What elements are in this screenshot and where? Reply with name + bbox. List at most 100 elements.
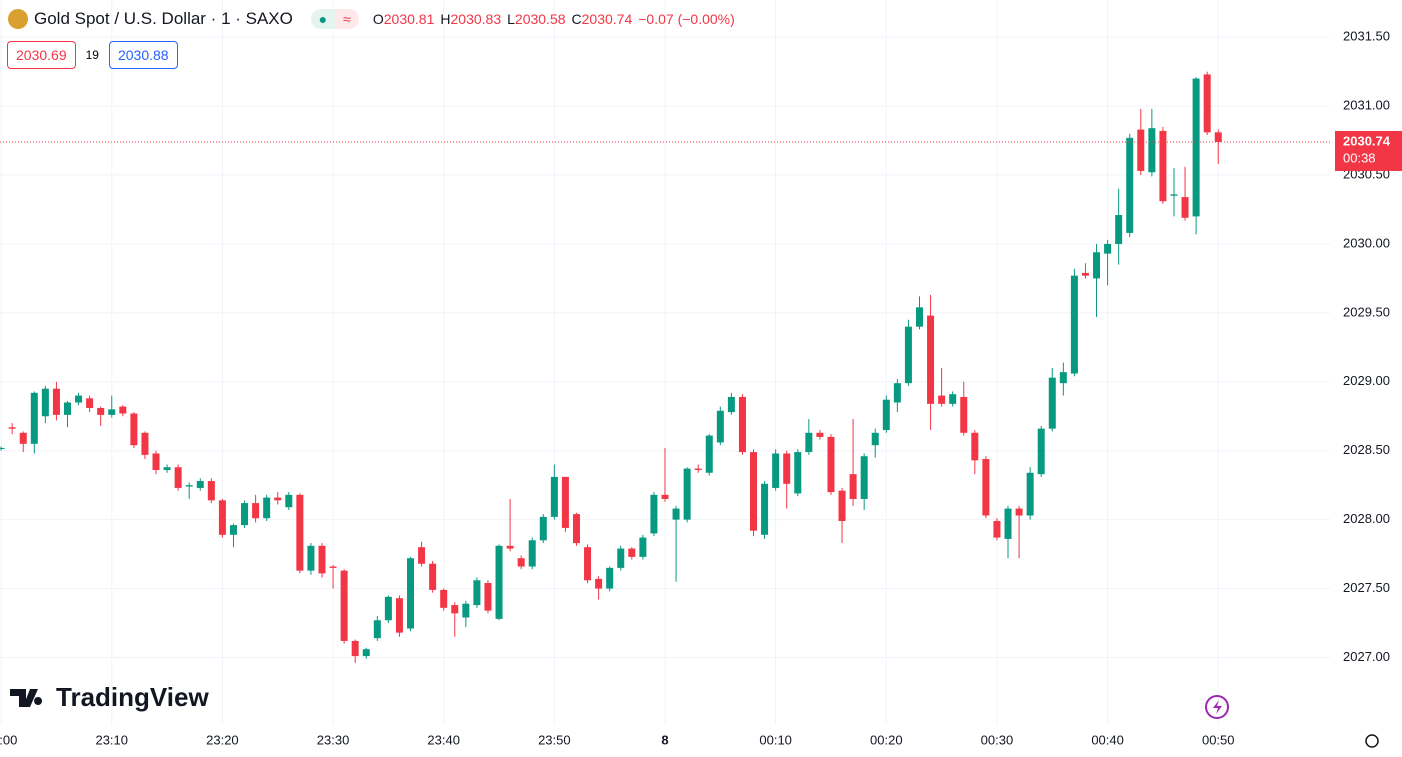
candle-body bbox=[738, 396, 746, 453]
ohlc-key: O bbox=[372, 11, 384, 27]
candle-body bbox=[63, 402, 71, 415]
symbol[interactable]: Gold Spot / U.S. Dollar · 1 · SAXO bbox=[34, 9, 293, 28]
candle-body bbox=[705, 435, 713, 473]
candle-body bbox=[141, 432, 149, 455]
candle-body bbox=[152, 453, 160, 471]
candle-body bbox=[1170, 194, 1178, 196]
candle-body bbox=[528, 540, 536, 567]
candle-body bbox=[1026, 472, 1034, 516]
candle-body bbox=[639, 537, 647, 557]
candle-body bbox=[473, 580, 481, 606]
candle-body bbox=[816, 432, 824, 437]
alert-bolt bbox=[1213, 700, 1222, 714]
status[interactable]: ● ≈ bbox=[310, 9, 359, 29]
candle-body bbox=[584, 547, 592, 581]
candle-body bbox=[274, 497, 282, 501]
candle-body bbox=[761, 483, 769, 535]
candle-body bbox=[241, 503, 249, 526]
candle-body bbox=[595, 578, 603, 589]
bid[interactable]: 2030.69 bbox=[7, 41, 76, 69]
candle-body bbox=[927, 315, 935, 404]
candle-body bbox=[86, 398, 94, 408]
candle-body bbox=[805, 432, 813, 453]
candle-body bbox=[650, 494, 658, 534]
candle-body bbox=[694, 468, 702, 471]
y-tick-label: 2031.50 bbox=[1343, 29, 1390, 44]
candle-body bbox=[949, 394, 957, 404]
candle-body bbox=[119, 406, 127, 414]
ask[interactable]: 2030.88 bbox=[108, 41, 178, 69]
candle-body bbox=[1093, 252, 1101, 279]
ohlc: O2030.81 H2030.83 L2030.58 C2030.74 −0.07 (−… bbox=[367, 11, 735, 27]
candle-body bbox=[1159, 130, 1167, 202]
candle-body bbox=[517, 558, 525, 567]
candle-body bbox=[196, 481, 204, 488]
candle-body bbox=[75, 395, 83, 403]
candle-body bbox=[218, 500, 226, 535]
candle-body bbox=[30, 392, 38, 444]
countdown: 00:38 bbox=[1343, 150, 1376, 165]
candle-body bbox=[440, 589, 448, 608]
legend: Gold Spot / U.S. Dollar · 1 · SAXO ● ≈ O2… bbox=[8, 9, 735, 29]
y-tick-label: 2028.50 bbox=[1343, 442, 1390, 457]
candle-body bbox=[1181, 197, 1189, 218]
candle-body bbox=[252, 503, 260, 519]
candle-body bbox=[185, 485, 193, 487]
candle-body bbox=[318, 545, 326, 574]
x-tick-label: 00:50 bbox=[1202, 732, 1235, 747]
symbol-icon bbox=[8, 9, 28, 29]
ohlc-key: H bbox=[440, 11, 451, 27]
candle-body bbox=[373, 620, 381, 639]
change: −0.07 (−0.00%) bbox=[638, 11, 735, 27]
logo bbox=[10, 688, 43, 707]
candle-body bbox=[307, 545, 315, 571]
y-tick-label: 2029.50 bbox=[1343, 304, 1390, 319]
candle-body bbox=[672, 508, 680, 520]
x-tick-label: 8 bbox=[661, 732, 668, 747]
settings-icon[interactable] bbox=[1365, 734, 1379, 748]
candle-body bbox=[429, 563, 437, 590]
candle-body bbox=[827, 436, 835, 493]
x-tick-label: 23:00 bbox=[0, 732, 17, 747]
y-tick-label: 2027.50 bbox=[1343, 580, 1390, 595]
price-label: 2030.74 bbox=[1343, 133, 1391, 148]
watermark: TradingView bbox=[10, 682, 209, 713]
candle-body bbox=[750, 452, 758, 531]
candle-body bbox=[561, 476, 569, 528]
alert-icon bbox=[1205, 695, 1229, 719]
candle-body bbox=[1048, 377, 1056, 429]
candle-body bbox=[1070, 275, 1078, 374]
candle-body bbox=[130, 413, 138, 446]
ohlc-key: L bbox=[507, 11, 515, 27]
candle-body bbox=[683, 468, 691, 520]
trade-row: 2030.69 19 2030.88 bbox=[7, 41, 178, 69]
candle-body bbox=[229, 525, 237, 535]
x-tick-label: 23:20 bbox=[206, 732, 239, 747]
candle-body bbox=[329, 566, 337, 568]
candle-body bbox=[971, 432, 979, 461]
candle-body bbox=[871, 432, 879, 446]
x-tick-label: 00:10 bbox=[759, 732, 792, 747]
candle-body bbox=[384, 596, 392, 621]
candle-body bbox=[1115, 215, 1123, 244]
candle-body bbox=[407, 558, 415, 629]
candle-body bbox=[1059, 372, 1067, 384]
price-label-bg bbox=[1335, 130, 1402, 171]
candle-body bbox=[495, 545, 503, 619]
candle-body bbox=[285, 494, 293, 508]
candle-body bbox=[938, 395, 946, 404]
candle-body bbox=[418, 547, 426, 564]
candle-body bbox=[1137, 129, 1145, 171]
watermark-text: TradingView bbox=[56, 682, 209, 712]
x-tick-label: 23:10 bbox=[95, 732, 128, 747]
candle-body bbox=[794, 452, 802, 494]
candle-body bbox=[860, 456, 868, 499]
candle-body bbox=[174, 467, 182, 488]
spread: 19 bbox=[85, 48, 99, 62]
candle-body bbox=[1126, 137, 1134, 233]
candle-body bbox=[19, 432, 27, 444]
candle-body bbox=[41, 388, 49, 417]
candle-body bbox=[772, 453, 780, 488]
candle-body bbox=[915, 307, 923, 327]
